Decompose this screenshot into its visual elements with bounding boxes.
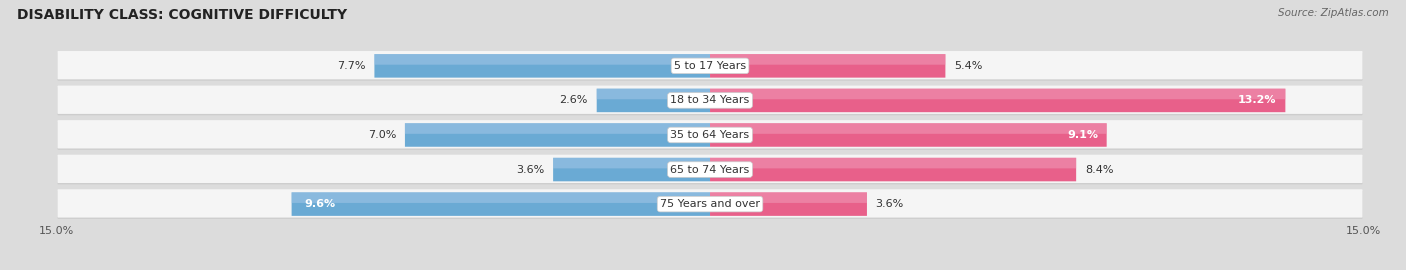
Text: 5 to 17 Years: 5 to 17 Years (673, 61, 747, 71)
Text: 7.7%: 7.7% (337, 61, 366, 71)
Text: 9.6%: 9.6% (305, 199, 336, 209)
FancyBboxPatch shape (710, 158, 1076, 168)
Text: 5.4%: 5.4% (955, 61, 983, 71)
FancyBboxPatch shape (710, 89, 1285, 99)
Text: 13.2%: 13.2% (1239, 95, 1277, 106)
FancyBboxPatch shape (58, 52, 1362, 81)
FancyBboxPatch shape (710, 158, 1076, 181)
FancyBboxPatch shape (710, 192, 868, 216)
FancyBboxPatch shape (291, 192, 710, 203)
FancyBboxPatch shape (58, 155, 1362, 183)
FancyBboxPatch shape (710, 54, 945, 65)
Text: 3.6%: 3.6% (876, 199, 904, 209)
FancyBboxPatch shape (58, 191, 1362, 219)
Text: 75 Years and over: 75 Years and over (659, 199, 761, 209)
FancyBboxPatch shape (58, 189, 1362, 218)
Text: 18 to 34 Years: 18 to 34 Years (671, 95, 749, 106)
FancyBboxPatch shape (710, 54, 945, 78)
FancyBboxPatch shape (58, 120, 1362, 148)
FancyBboxPatch shape (58, 156, 1362, 184)
FancyBboxPatch shape (710, 192, 868, 203)
Text: 2.6%: 2.6% (560, 95, 588, 106)
FancyBboxPatch shape (58, 122, 1362, 150)
FancyBboxPatch shape (710, 89, 1285, 112)
FancyBboxPatch shape (596, 89, 710, 112)
FancyBboxPatch shape (58, 51, 1362, 79)
FancyBboxPatch shape (596, 89, 710, 99)
FancyBboxPatch shape (405, 123, 710, 147)
Text: 3.6%: 3.6% (516, 164, 544, 175)
Text: DISABILITY CLASS: COGNITIVE DIFFICULTY: DISABILITY CLASS: COGNITIVE DIFFICULTY (17, 8, 347, 22)
FancyBboxPatch shape (374, 54, 710, 78)
FancyBboxPatch shape (553, 158, 710, 181)
Text: 7.0%: 7.0% (368, 130, 396, 140)
FancyBboxPatch shape (291, 192, 710, 216)
FancyBboxPatch shape (710, 123, 1107, 147)
Text: Source: ZipAtlas.com: Source: ZipAtlas.com (1278, 8, 1389, 18)
FancyBboxPatch shape (374, 54, 710, 65)
Text: 9.1%: 9.1% (1067, 130, 1098, 140)
Text: 65 to 74 Years: 65 to 74 Years (671, 164, 749, 175)
FancyBboxPatch shape (405, 123, 710, 134)
FancyBboxPatch shape (553, 158, 710, 168)
FancyBboxPatch shape (58, 87, 1362, 115)
FancyBboxPatch shape (58, 86, 1362, 114)
FancyBboxPatch shape (710, 123, 1107, 134)
Text: 8.4%: 8.4% (1085, 164, 1114, 175)
Text: 35 to 64 Years: 35 to 64 Years (671, 130, 749, 140)
